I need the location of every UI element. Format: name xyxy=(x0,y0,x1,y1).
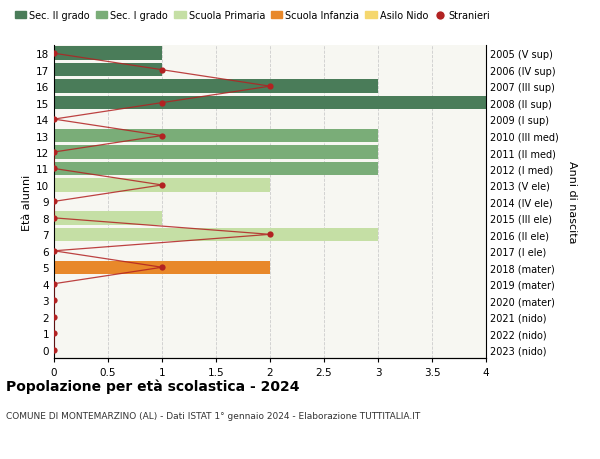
Legend: Sec. II grado, Sec. I grado, Scuola Primaria, Scuola Infanzia, Asilo Nido, Stran: Sec. II grado, Sec. I grado, Scuola Prim… xyxy=(11,7,494,25)
Bar xyxy=(54,47,162,61)
Bar xyxy=(54,129,378,143)
Bar xyxy=(54,97,486,110)
Bar xyxy=(54,228,378,241)
Text: Popolazione per età scolastica - 2024: Popolazione per età scolastica - 2024 xyxy=(6,379,299,393)
Bar xyxy=(54,212,162,225)
Bar xyxy=(54,80,378,94)
Y-axis label: Età alunni: Età alunni xyxy=(22,174,32,230)
Bar xyxy=(54,64,162,77)
Bar xyxy=(54,179,270,192)
Text: COMUNE DI MONTEMARZINO (AL) - Dati ISTAT 1° gennaio 2024 - Elaborazione TUTTITAL: COMUNE DI MONTEMARZINO (AL) - Dati ISTAT… xyxy=(6,411,420,420)
Bar xyxy=(54,261,270,274)
Bar xyxy=(54,146,378,159)
Bar xyxy=(54,162,378,176)
Y-axis label: Anni di nascita: Anni di nascita xyxy=(567,161,577,243)
